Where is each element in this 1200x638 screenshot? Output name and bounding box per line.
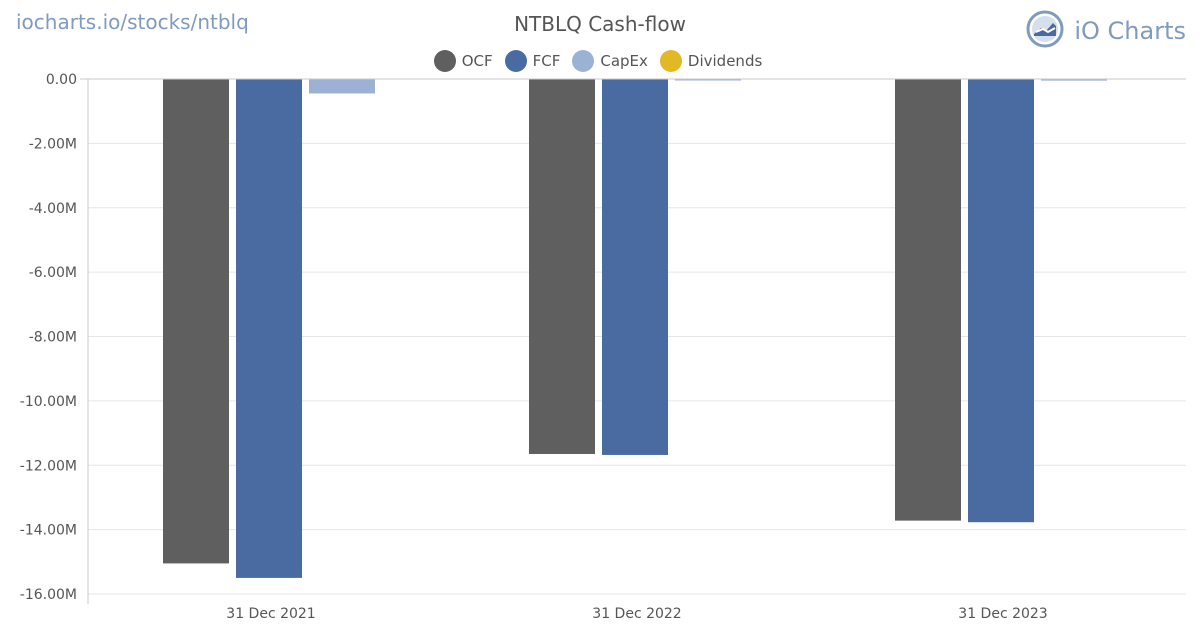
legend-label-fcf: FCF	[532, 52, 561, 70]
y-tick-label: -2.00M	[29, 136, 77, 152]
legend-swatch-ocf	[433, 50, 456, 72]
chart-title: NTBLQ Cash-flow	[514, 12, 686, 36]
bar-fcf-1	[602, 79, 668, 455]
legend-swatch-capex	[572, 50, 595, 72]
bar-ocf-2	[895, 79, 961, 521]
legend-item-ocf[interactable]: OCF	[433, 50, 493, 72]
bar-ocf-0	[163, 79, 229, 564]
legend-item-fcf[interactable]: FCF	[504, 50, 561, 72]
legend-swatch-fcf	[504, 50, 527, 72]
legend-swatch-dividends	[659, 50, 682, 72]
x-tick-label: 31 Dec 2021	[226, 606, 315, 622]
y-tick-label: -10.00M	[20, 394, 77, 410]
bar-fcf-0	[236, 79, 302, 578]
bar-capex-1	[675, 79, 741, 81]
legend-label-capex: CapEx	[600, 52, 648, 70]
bar-ocf-1	[529, 79, 595, 454]
chart-legend: OCF FCF CapEx Dividends	[0, 50, 1200, 72]
x-tick-label: 31 Dec 2022	[592, 606, 681, 622]
io-charts-logo-icon	[1026, 10, 1064, 52]
y-tick-label: 0.00	[46, 72, 77, 88]
legend-label-dividends: Dividends	[687, 52, 763, 70]
y-tick-label: -14.00M	[20, 523, 77, 539]
legend-item-capex[interactable]: CapEx	[572, 50, 648, 72]
y-tick-label: -16.00M	[20, 587, 77, 603]
legend-item-dividends[interactable]: Dividends	[659, 50, 763, 72]
y-tick-label: -4.00M	[29, 201, 77, 217]
site-url-link[interactable]: iocharts.io/stocks/ntblq	[16, 10, 249, 34]
bar-capex-0	[309, 79, 375, 94]
brand-logo[interactable]: iO Charts	[1026, 10, 1186, 52]
y-tick-label: -12.00M	[20, 458, 77, 474]
brand-name: iO Charts	[1074, 17, 1186, 45]
y-tick-label: -6.00M	[29, 265, 77, 281]
bar-capex-2	[1041, 79, 1107, 81]
bar-fcf-2	[968, 79, 1034, 523]
x-tick-label: 31 Dec 2023	[958, 606, 1047, 622]
y-tick-label: -8.00M	[29, 330, 77, 346]
legend-label-ocf: OCF	[461, 52, 493, 70]
